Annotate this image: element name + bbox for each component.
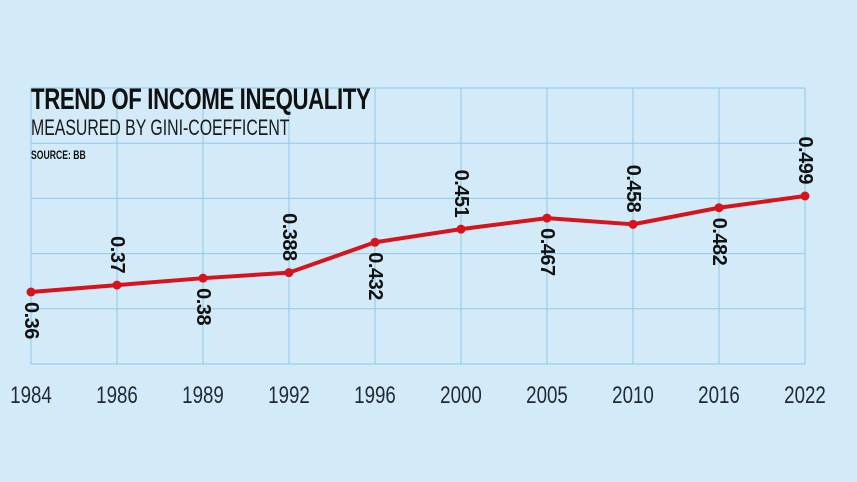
x-axis-tick-label: 1986 [96,382,138,409]
data-point [284,268,294,278]
data-points [26,191,810,297]
x-axis-tick-label: 2022 [784,382,826,409]
data-point [370,237,380,247]
data-label: 0.432 [364,252,386,300]
data-point [198,273,208,283]
data-point [628,219,638,229]
x-axis-tick-label: 2016 [698,382,740,409]
x-axis-tick-label: 1989 [182,382,224,409]
data-point [800,191,810,201]
x-axis-tick-label: 1996 [354,382,396,409]
x-axis-tick-label: 2010 [612,382,654,409]
x-axis-tick-label: 2005 [526,382,568,409]
data-label: 0.458 [622,165,644,213]
data-point [26,287,36,297]
data-label: 0.467 [536,228,558,276]
data-label: 0.37 [106,236,128,273]
data-label: 0.451 [450,170,472,218]
data-label: 0.499 [794,136,816,184]
x-axis-tick-label: 1992 [268,382,310,409]
data-point [456,224,466,234]
data-label: 0.38 [192,288,214,325]
data-label: 0.36 [20,302,42,339]
gini-line [29,194,807,294]
data-point [714,203,724,213]
data-point [112,280,122,290]
x-axis-tick-label: 1984 [10,382,52,409]
data-labels: 0.36 0.37 0.38 0.388 0.432 0.451 0.467 0.458 0.4… [20,136,816,339]
chart-grid [30,87,806,365]
x-axis-labels: 1984 1986 1989 1992 1996 2000 2005 2010 2016 2022 [10,382,826,409]
data-point [542,213,552,223]
data-label: 0.388 [278,213,300,261]
data-label: 0.482 [708,218,730,266]
x-axis-tick-label: 2000 [440,382,482,409]
